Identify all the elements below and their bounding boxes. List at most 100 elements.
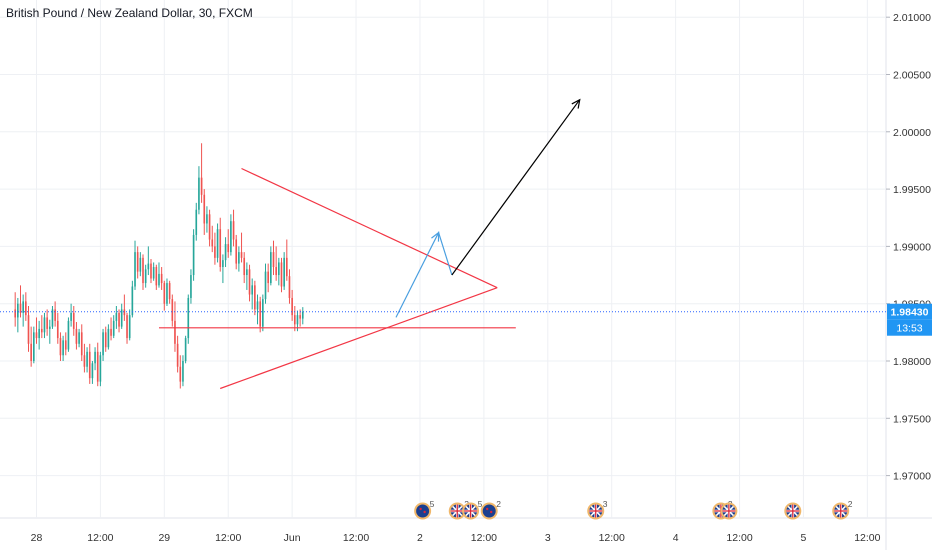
price-tick-label: 1.99500 <box>893 184 931 196</box>
time-tick-label: 28 <box>31 532 43 544</box>
candle-body <box>216 229 219 258</box>
candle-body <box>112 320 115 336</box>
candle-body <box>43 317 46 333</box>
candle-body <box>59 338 62 356</box>
drawing-tools <box>159 98 581 390</box>
candle-body <box>211 239 214 247</box>
time-tick-label: Jun <box>284 532 301 544</box>
candle-body <box>301 311 304 319</box>
time-tick-label: 4 <box>673 532 679 544</box>
candle-body <box>35 332 38 339</box>
candle-body <box>232 221 235 240</box>
candle-body <box>166 283 168 304</box>
price-tick-label: 2.01000 <box>893 12 931 24</box>
candle-body <box>142 257 144 284</box>
candle-body <box>195 209 198 235</box>
candle-body <box>128 315 131 339</box>
candle-body <box>32 332 35 361</box>
candle-body <box>192 234 195 276</box>
candle-body <box>182 360 184 382</box>
candle-body <box>293 315 296 325</box>
candle-body <box>259 301 262 327</box>
candle-body <box>91 363 94 379</box>
candle-body <box>67 320 70 350</box>
candle-body <box>283 257 285 287</box>
candle-body <box>198 177 200 210</box>
candle-body <box>288 276 291 298</box>
nz-flag-icon <box>423 510 426 514</box>
time-tick-label: 12:00 <box>343 532 369 544</box>
candle-body <box>56 320 59 339</box>
candle-body <box>168 283 171 300</box>
candle-body <box>115 312 118 321</box>
price-tick-label: 1.97500 <box>893 413 931 425</box>
candle-body <box>155 267 158 286</box>
triangle-upper-line <box>241 167 498 289</box>
candle-body <box>102 332 104 356</box>
candle-body <box>206 214 208 224</box>
candle-body <box>104 332 107 348</box>
candle-body <box>75 328 78 344</box>
candle-body <box>152 267 155 279</box>
candle-body <box>222 260 224 268</box>
nz-flag-icon <box>416 504 430 518</box>
time-tick-label: 3 <box>545 532 551 544</box>
candle-body <box>277 262 280 276</box>
candle-body <box>251 285 254 295</box>
forecast-path <box>395 231 453 318</box>
time-tick-label: 12:00 <box>854 532 880 544</box>
candle-body <box>123 309 126 316</box>
candle-body <box>184 338 187 361</box>
candle-body <box>200 177 203 195</box>
candle-body <box>144 269 147 284</box>
price-tick-label: 2.00500 <box>893 69 931 81</box>
candle-body <box>96 351 99 382</box>
target-arrow-head <box>571 98 581 109</box>
candle-body <box>54 309 56 321</box>
candle-body <box>134 252 136 287</box>
event-count: 2 <box>848 499 853 509</box>
time-tick-label: 12:00 <box>471 532 497 544</box>
candle-body <box>86 351 88 367</box>
candle-body <box>160 273 163 284</box>
symbol-title: British Pound / New Zealand Dollar, 30, … <box>6 6 253 20</box>
candle-body <box>285 257 288 277</box>
candle-body <box>203 194 206 224</box>
nz-flag-icon <box>419 507 422 511</box>
candle-body <box>230 221 232 253</box>
candle-body <box>38 328 40 339</box>
candle-body <box>224 244 227 261</box>
event-count: 5 <box>430 499 435 509</box>
candle-body <box>120 309 123 327</box>
last-price-badge <box>887 303 932 320</box>
candle-body <box>136 252 139 272</box>
candle-body <box>22 301 24 313</box>
candle-body <box>187 297 190 339</box>
triangle-lower-line <box>219 287 498 390</box>
candle-body <box>291 297 293 316</box>
candle-body <box>27 315 30 344</box>
time-tick-label: 12:00 <box>215 532 241 544</box>
candle-body <box>208 214 211 240</box>
candle-body <box>64 340 67 350</box>
candle-body <box>72 312 75 329</box>
candle-body <box>179 366 182 382</box>
candle-body <box>83 355 86 367</box>
countdown-label: 13:53 <box>896 323 922 335</box>
target-arrow <box>451 99 581 276</box>
candle-body <box>147 263 150 270</box>
time-axis: 28 12:00 29 12:00 Jun 12:00 2 12:00 3 12:00 4 12:00… <box>31 532 881 544</box>
candle-body <box>158 273 160 286</box>
candle-body <box>131 286 134 316</box>
candle-body <box>272 252 275 268</box>
time-tick-label: 29 <box>158 532 170 544</box>
nz-flag-icon <box>486 507 489 511</box>
candle-body <box>176 343 179 367</box>
candle-body <box>262 299 264 327</box>
candle-body <box>254 285 256 310</box>
candle-body <box>40 328 43 333</box>
candle-body <box>256 301 259 310</box>
candle-body <box>46 317 48 329</box>
